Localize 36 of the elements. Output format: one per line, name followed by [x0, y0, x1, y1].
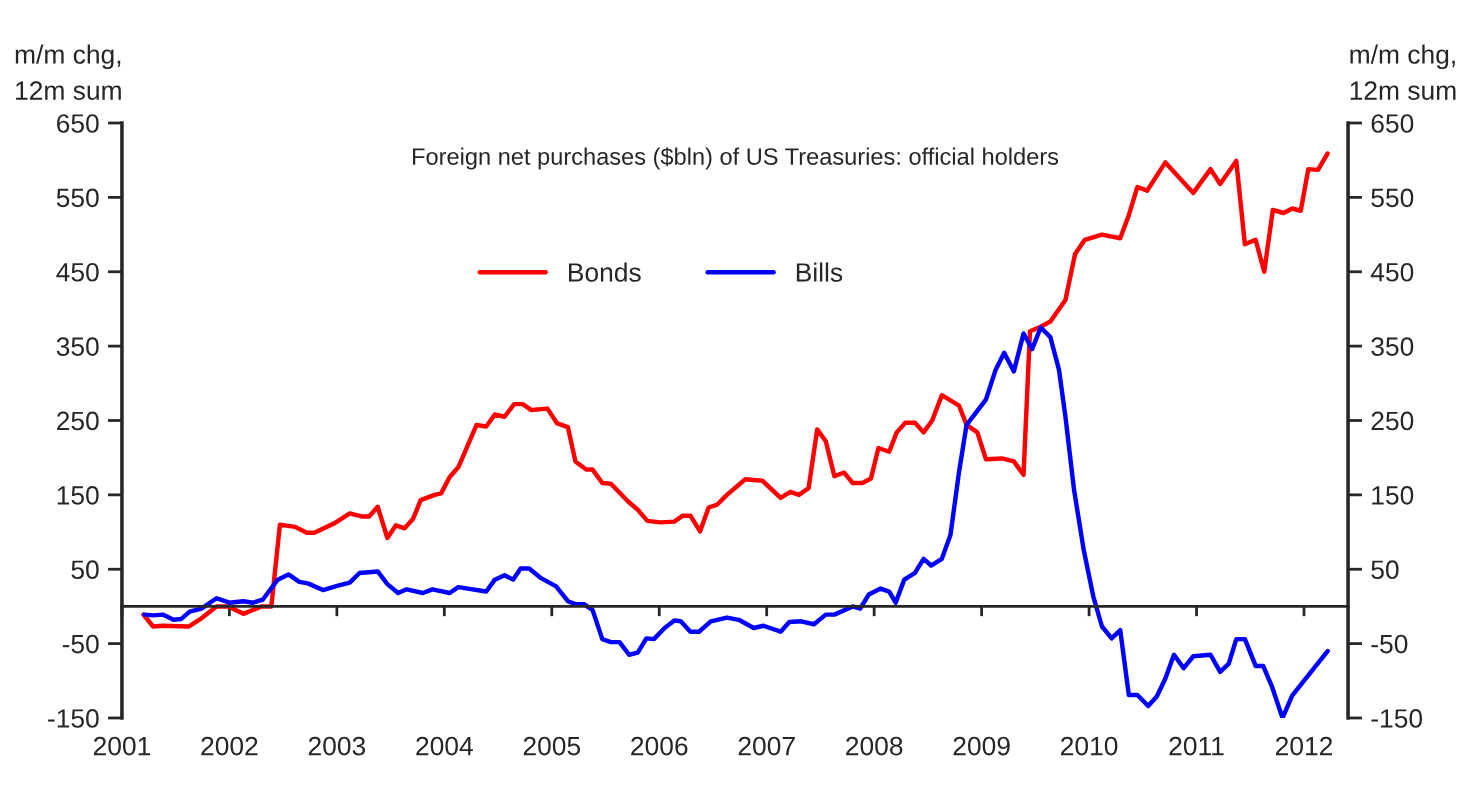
y-tick-label: 150 [57, 486, 99, 505]
y-tick-label: 250 [57, 411, 99, 431]
x-tick-label: 2007 [738, 736, 795, 756]
x-tick-label: 2006 [631, 736, 688, 756]
y-tick-label: -50 [62, 634, 99, 654]
x-tick-label: 2001 [93, 736, 151, 756]
y-tick-label: 50 [71, 560, 99, 580]
y2-tick-label: 550 [1371, 188, 1414, 208]
x-tick-label: 2005 [523, 736, 581, 756]
y-tick-label: -150 [48, 709, 99, 728]
y2-tick-label: 150 [1372, 486, 1414, 505]
line-series [142, 325, 1330, 718]
x-tick-label: 2009 [953, 736, 1010, 756]
x-tick-label: 2008 [846, 736, 903, 756]
y-tick-label: 550 [56, 188, 99, 208]
y2-tick-label: 450 [1370, 262, 1414, 282]
x-tick-label: 2002 [201, 736, 258, 756]
x-tick-label: 2003 [308, 736, 366, 756]
text: Foreign net purchases ($bln) of US Treasuries: official holders [413, 147, 1059, 170]
y-tick-label: 350 [56, 337, 99, 356]
y2-tick-label: 350 [1371, 337, 1414, 356]
x-tick-label: 2004 [416, 736, 473, 756]
y-tick-label: 650 [57, 114, 99, 133]
y-axis-title: m/m chg, 12m sum [15, 44, 121, 100]
y2-tick-label: 50 [1371, 560, 1399, 580]
x-tick-label: 2012 [1275, 736, 1333, 756]
legend-label: Bills [796, 262, 843, 282]
x-tick-label: 2010 [1061, 736, 1118, 756]
y2-tick-label: 250 [1371, 411, 1414, 431]
y2-tick-label: 650 [1371, 114, 1414, 133]
y2-tick-label: -150 [1371, 709, 1423, 728]
legend-label: Bonds [569, 262, 641, 282]
y-tick-label: 450 [56, 262, 99, 282]
y2-tick-label: -50 [1371, 634, 1408, 654]
x-tick-label: 2011 [1169, 736, 1224, 756]
y2-axis-title: m/m chg, 12m sum [1350, 44, 1456, 100]
